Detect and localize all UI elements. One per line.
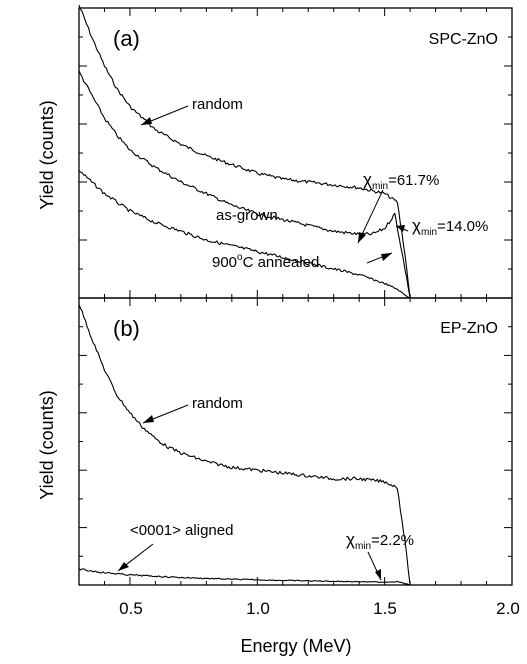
x-tick-label: 1.0: [246, 599, 270, 618]
panel-a-series-line: [78, 70, 411, 299]
annotation-chi-2: χmin=2.2%: [346, 530, 414, 552]
arrowhead-icon: [375, 569, 381, 580]
arrowhead-icon: [118, 562, 129, 571]
axis-ticks: [78, 8, 513, 585]
arrowhead-icon: [358, 232, 366, 243]
x-tick-label: 2.0: [496, 599, 520, 618]
annotation-chi-61: χmin=61.7%: [363, 170, 439, 192]
annotation-as-grown: as-grown: [216, 207, 278, 224]
annotation-aligned: <0001> aligned: [130, 522, 233, 539]
panel-a-ylabel: Yield (counts): [37, 100, 57, 209]
panel-b-ylabel: Yield (counts): [37, 390, 57, 499]
panel-b-label: (b): [113, 316, 140, 341]
panel-a-series-line: [78, 170, 411, 299]
arrowhead-icon: [381, 253, 392, 261]
panel-b-frame: [78, 297, 513, 586]
arrowhead-icon: [141, 117, 152, 125]
panel-a-label: (a): [113, 26, 140, 51]
panel-a-series: [78, 4, 411, 299]
x-tick-label: 0.5: [119, 599, 143, 618]
panel-a-series-line: [78, 4, 411, 299]
annotation-random-a: random: [192, 96, 243, 113]
annotation-annealed: 900oC annealed: [212, 252, 319, 271]
annotation-random-b: random: [192, 395, 243, 412]
annotation-chi-14: χmin=14.0%: [412, 216, 488, 238]
arrowhead-icon: [396, 225, 405, 232]
panel-b-series: [78, 304, 411, 586]
panel-b-sample-label: EP-ZnO: [440, 320, 498, 337]
arrowhead-icon: [143, 415, 154, 423]
panel-a-sample-label: SPC-ZnO: [429, 31, 498, 48]
x-axis-title: Energy (MeV): [240, 636, 351, 656]
panel-b-series-line: [78, 304, 411, 586]
panel-b-series-line: [78, 568, 411, 586]
x-tick-label: 1.5: [373, 599, 397, 618]
